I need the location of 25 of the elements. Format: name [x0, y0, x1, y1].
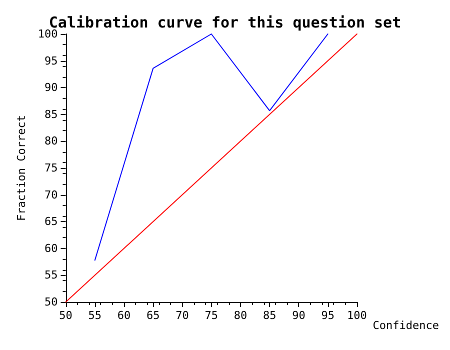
x-tick-label: 65 — [146, 309, 160, 322]
y-tick-label: 75 — [44, 162, 58, 174]
x-axis-title: Confidence — [372, 319, 439, 332]
x-tick-label: 100 — [347, 309, 367, 322]
y-tick-label: 60 — [44, 242, 58, 255]
y-axis-title: Fraction Correct — [15, 115, 28, 221]
y-tick-label: 85 — [44, 108, 58, 121]
x-tick-label: 80 — [234, 309, 248, 322]
y-tick-label: 55 — [44, 268, 58, 282]
line-series — [94, 34, 328, 261]
y-tick-label: 70 — [44, 188, 58, 202]
x-tick-label: 75 — [204, 309, 218, 322]
y-tick-label: 80 — [44, 134, 58, 148]
x-tick-label: 50 — [59, 309, 72, 322]
x-tick-label: 90 — [292, 309, 306, 322]
x-tick-label: 85 — [262, 309, 276, 322]
x-tick-label: 95 — [321, 309, 334, 322]
y-tick-label: 90 — [44, 81, 58, 94]
x-tick-label: 70 — [176, 309, 189, 322]
y-tick-label: 65 — [44, 215, 58, 228]
x-tick-label: 60 — [117, 309, 131, 322]
y-tick-label: 50 — [44, 296, 58, 308]
x-tick-label: 55 — [88, 309, 102, 322]
y-tick-label: 100 — [38, 28, 58, 40]
y-tick-label: 95 — [44, 54, 58, 68]
